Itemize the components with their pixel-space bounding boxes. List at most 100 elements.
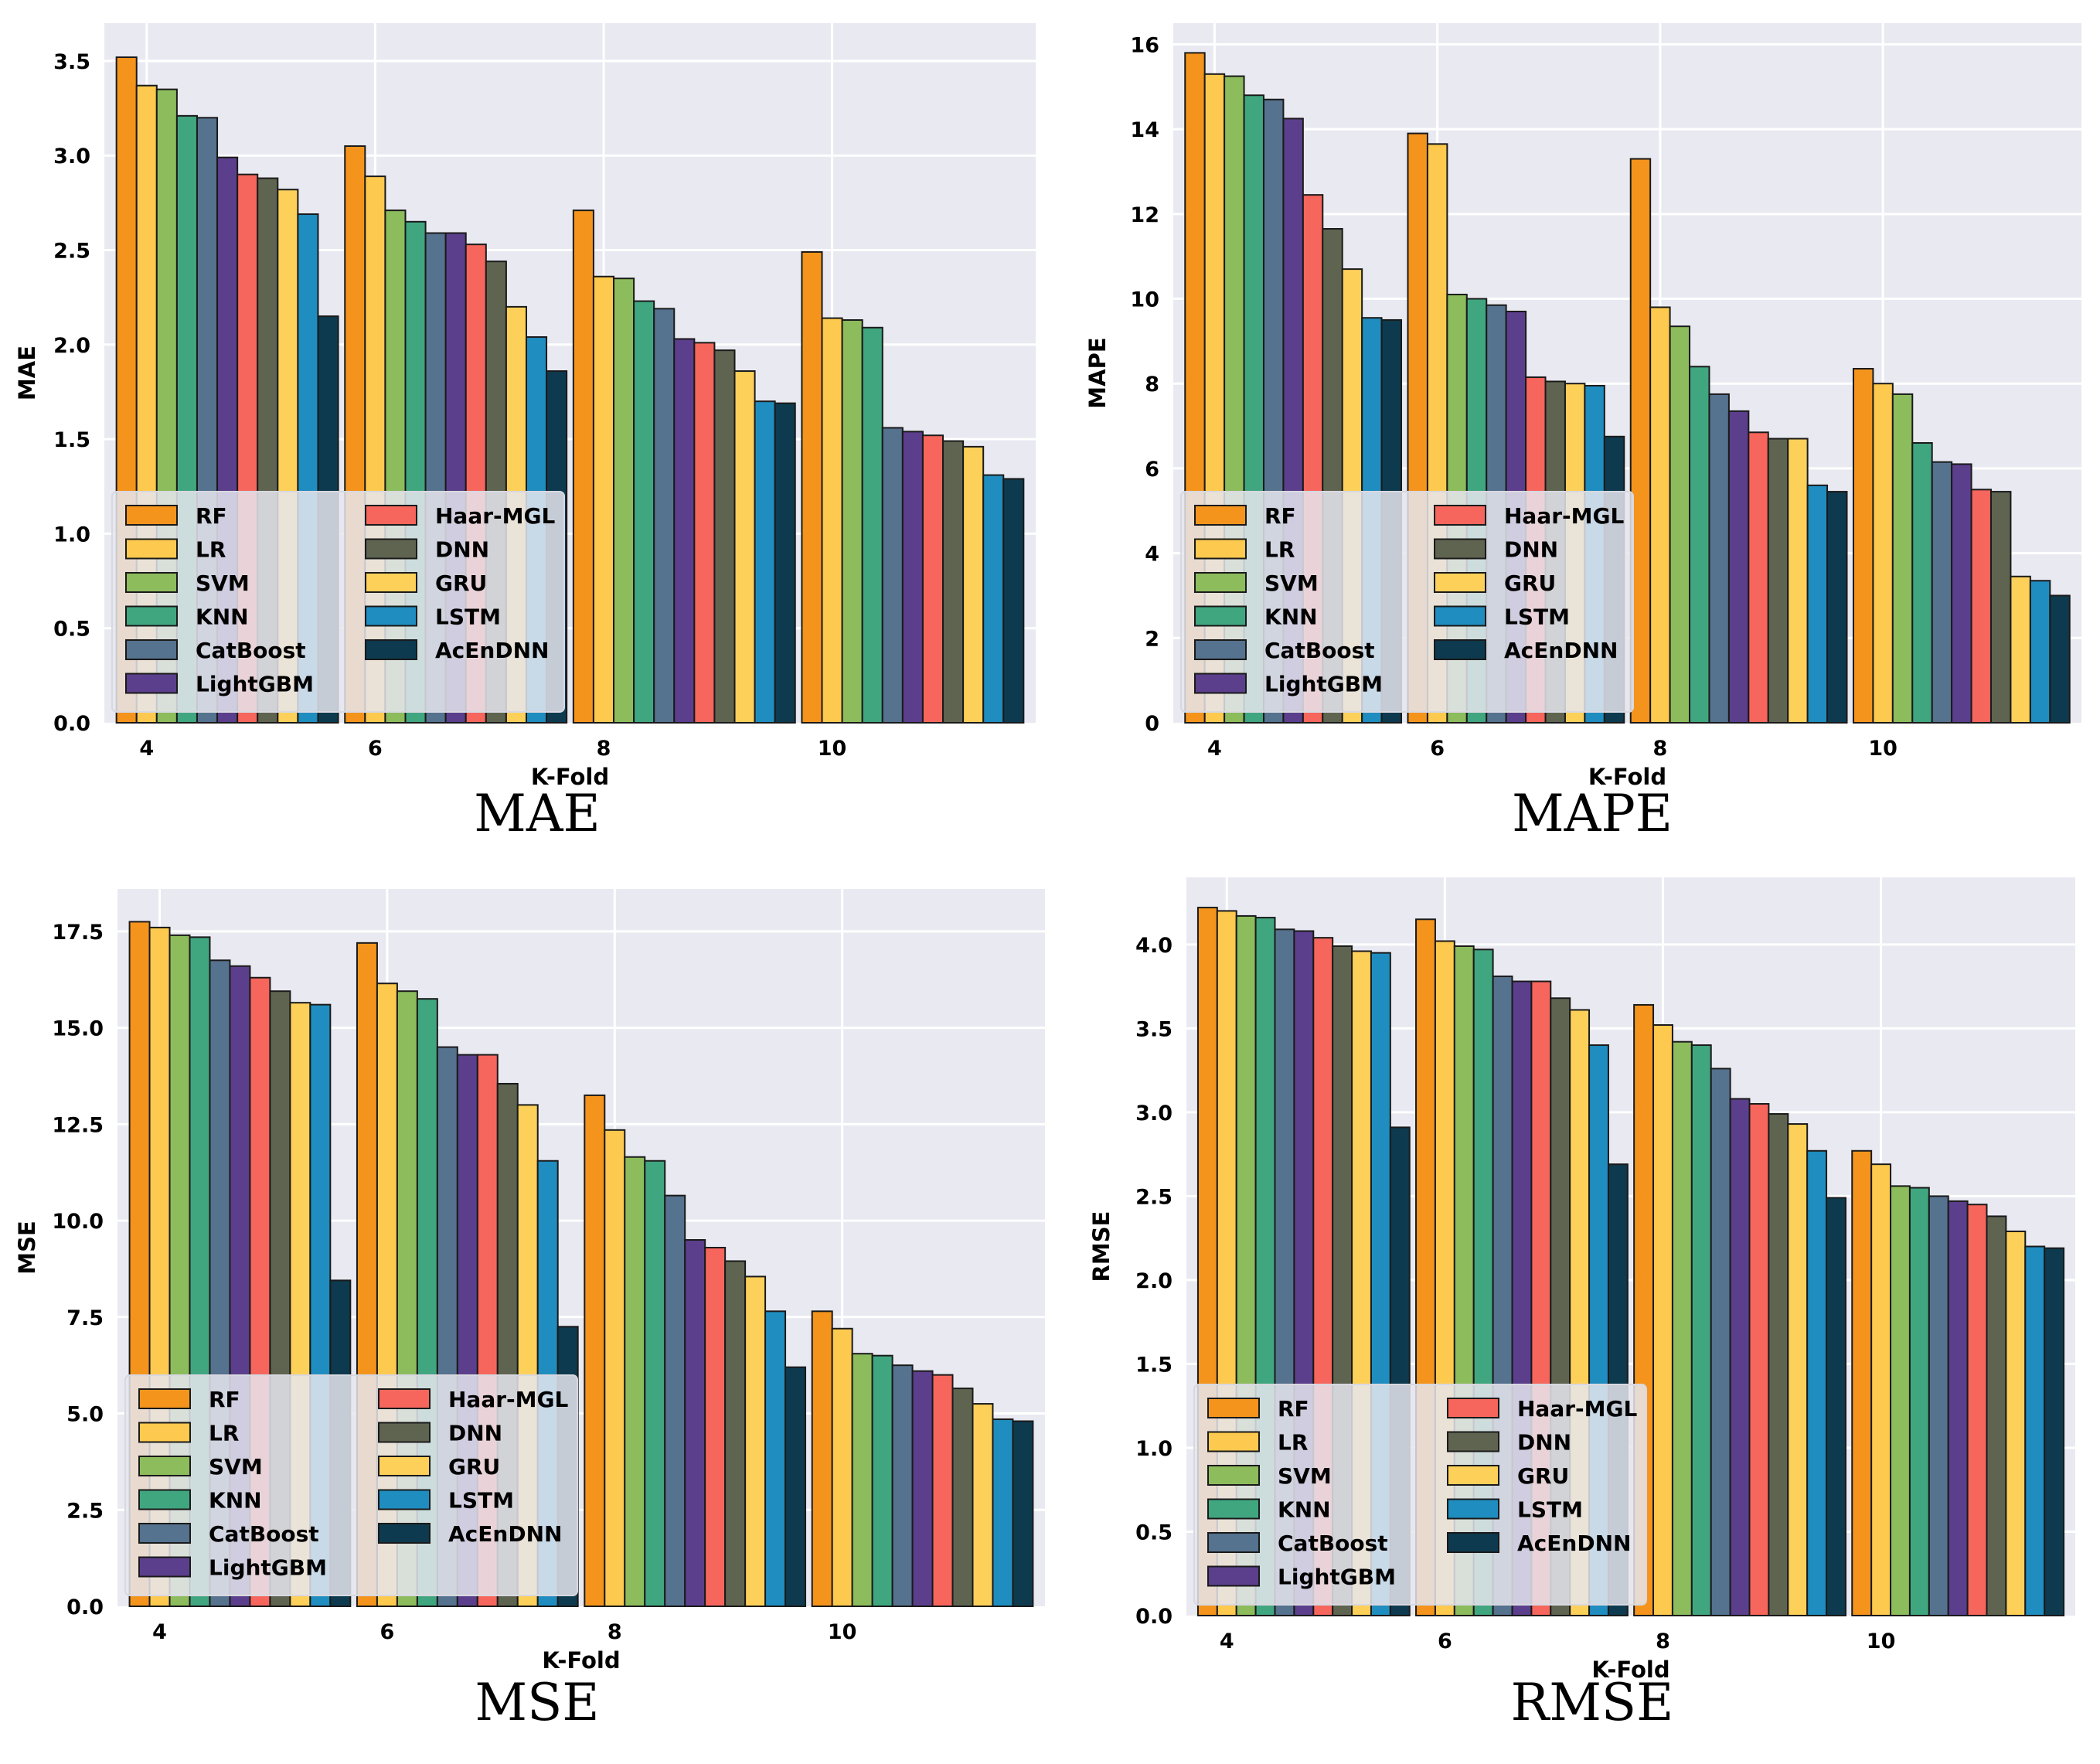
x-tick-label: 8 — [1652, 737, 1667, 761]
legend — [1180, 491, 1634, 713]
bar-rf-k10 — [1851, 1149, 1873, 1616]
legend-label-rf: RF — [196, 503, 227, 529]
legend-swatch-haar-mgl — [365, 505, 417, 526]
x-tick-label: 8 — [1656, 1629, 1670, 1653]
legend-swatch-knn — [1207, 1498, 1260, 1520]
y-tick-label: 15.0 — [52, 1017, 104, 1041]
legend-label-lightgbm: LightGBM — [1264, 672, 1383, 697]
x-tick-label: 4 — [1220, 1629, 1234, 1653]
bar-knn-k10 — [861, 326, 883, 724]
legend-label-lstm: LSTM — [1517, 1497, 1583, 1523]
legend-swatch-dnn — [1434, 538, 1486, 560]
bar-dnn-k10 — [1990, 491, 2012, 724]
y-tick-label: 12.5 — [52, 1113, 104, 1137]
y-tick-label: 12 — [1130, 203, 1159, 227]
bar-lightgbm-k10 — [911, 1370, 934, 1607]
bar-rf-k10 — [811, 1310, 833, 1608]
bar-gru-k10 — [962, 445, 985, 724]
legend-swatch-rf — [1194, 505, 1247, 526]
legend-label-lightgbm: LightGBM — [209, 1555, 327, 1581]
bar-lr-k8 — [592, 275, 615, 724]
legend-label-acendnn: AcEnDNN — [435, 638, 549, 663]
panel-caption-mse: MSE — [475, 1673, 600, 1732]
legend-label-catboost: CatBoost — [1264, 638, 1375, 663]
bar-catboost-k10 — [881, 427, 904, 724]
x-tick-label: 4 — [139, 737, 154, 761]
legend-label-dnn: DNN — [1504, 537, 1558, 563]
y-tick-label: 2.5 — [1135, 1185, 1173, 1209]
y-tick-label: 3.5 — [53, 50, 90, 74]
bar-rf-k10 — [1852, 368, 1874, 724]
legend-swatch-haar-mgl — [1447, 1398, 1499, 1418]
bar-catboost-k8 — [664, 1194, 686, 1607]
bar-knn-k8 — [633, 300, 655, 724]
bar-lightgbm-k10 — [901, 431, 924, 724]
legend-label-lr: LR — [1264, 537, 1295, 563]
x-tick-label: 10 — [1868, 737, 1897, 761]
bar-catboost-k10 — [1928, 1195, 1949, 1616]
legend-label-catboost: CatBoost — [1278, 1531, 1388, 1556]
bar-haar-mgl-k8 — [1748, 1103, 1770, 1616]
legend-swatch-haar-mgl — [378, 1388, 431, 1409]
x-tick-label: 8 — [608, 1620, 622, 1644]
bar-dnn-k10 — [942, 440, 965, 724]
bar-knn-k8 — [644, 1160, 666, 1607]
bar-acendnn-k8 — [1826, 1197, 1846, 1616]
bar-acendnn-k8 — [1826, 491, 1848, 724]
bar-gru-k8 — [744, 1275, 767, 1607]
legend-label-catboost: CatBoost — [196, 638, 306, 663]
bar-lstm-k8 — [754, 400, 776, 724]
panel-caption-mape: MAPE — [1512, 784, 1673, 843]
legend-label-knn: KNN — [1278, 1497, 1331, 1523]
y-axis-label: MAPE — [1084, 337, 1111, 408]
y-axis-label: MSE — [14, 1221, 40, 1275]
bar-knn-k10 — [871, 1354, 893, 1608]
bar-gru-k8 — [1787, 438, 1809, 724]
bar-acendnn-k8 — [785, 1366, 807, 1607]
y-tick-label: 4.0 — [1135, 934, 1173, 958]
bar-dnn-k10 — [951, 1388, 974, 1608]
bar-lstm-k10 — [982, 474, 1005, 724]
y-tick-label: 10 — [1130, 288, 1159, 312]
bar-acendnn-k8 — [774, 402, 796, 724]
bar-dnn-k8 — [1767, 438, 1789, 724]
legend-swatch-lr — [125, 538, 178, 560]
bar-lstm-k10 — [2029, 580, 2051, 724]
bar-rf-k8 — [572, 209, 594, 724]
bar-knn-k10 — [1911, 442, 1933, 724]
bar-lr-k8 — [1652, 1024, 1673, 1616]
bar-haar-mgl-k8 — [704, 1247, 727, 1607]
legend-swatch-dnn — [1447, 1431, 1499, 1452]
legend-label-svm: SVM — [1264, 570, 1319, 596]
bar-dnn-k8 — [724, 1260, 747, 1608]
y-tick-label: 1.0 — [53, 523, 90, 547]
legend-label-haar-mgl: Haar-MGL — [1504, 503, 1624, 529]
y-tick-label: 10.0 — [52, 1210, 104, 1234]
legend-label-knn: KNN — [209, 1488, 262, 1514]
legend-label-lstm: LSTM — [1504, 604, 1570, 630]
bar-svm-k10 — [1891, 393, 1914, 724]
bar-acendnn-k10 — [2044, 1247, 2065, 1616]
legend-label-haar-mgl: Haar-MGL — [448, 1387, 568, 1412]
x-axis-label: K-Fold — [542, 1647, 620, 1674]
legend-swatch-acendnn — [1447, 1532, 1499, 1553]
legend-swatch-lr — [1194, 538, 1247, 560]
x-tick-label: 8 — [597, 737, 611, 761]
bar-catboost-k8 — [1708, 393, 1730, 724]
y-tick-label: 2.5 — [66, 1499, 104, 1523]
legend-swatch-lightgbm — [138, 1556, 191, 1578]
bar-svm-k8 — [624, 1156, 646, 1607]
legend-swatch-gru — [378, 1456, 431, 1476]
bar-lstm-k8 — [1806, 484, 1829, 724]
legend-swatch-svm — [138, 1456, 191, 1476]
bar-haar-mgl-k10 — [1966, 1204, 1988, 1616]
legend-label-gru: GRU — [435, 570, 487, 596]
legend-label-gru: GRU — [448, 1454, 500, 1480]
bar-lstm-k10 — [992, 1418, 1014, 1607]
y-tick-label: 0.0 — [53, 712, 90, 736]
legend-swatch-lightgbm — [1194, 673, 1247, 694]
y-tick-label: 0.5 — [1135, 1521, 1173, 1544]
legend-swatch-lstm — [365, 605, 417, 627]
legend-label-lightgbm: LightGBM — [1278, 1565, 1396, 1590]
y-tick-label: 3.0 — [53, 145, 90, 169]
